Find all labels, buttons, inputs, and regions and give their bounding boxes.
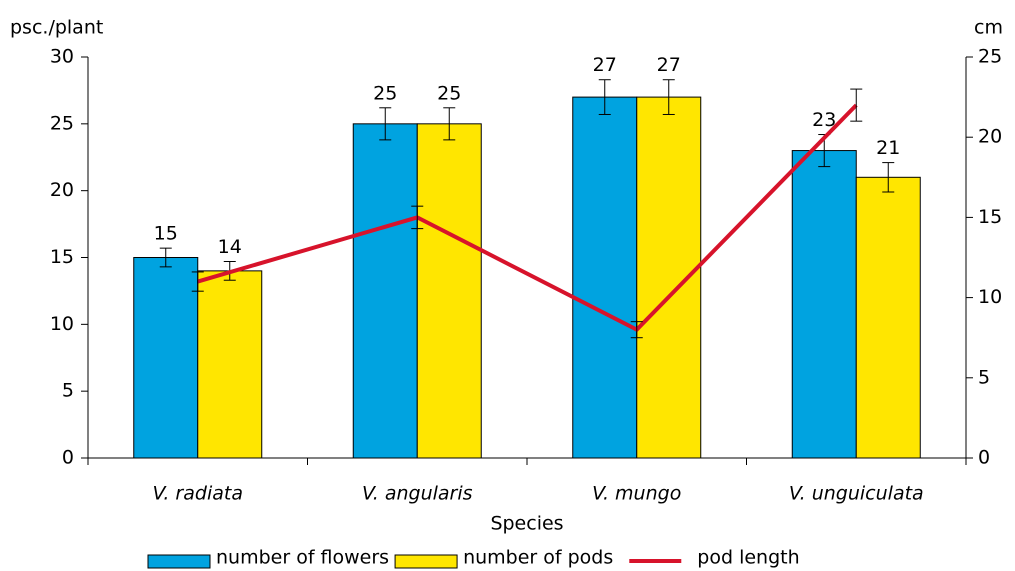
y2-tick-label: 25 <box>978 46 1002 68</box>
bar <box>352 123 418 459</box>
y-tick-label: 25 <box>50 112 74 134</box>
x-tick-label: V. unguiculata <box>789 483 924 505</box>
legend-swatch <box>394 554 458 569</box>
data-label: 15 <box>154 223 178 245</box>
data-label: 23 <box>812 109 836 131</box>
data-label: 25 <box>437 82 461 104</box>
x-tick-label: V. angularis <box>362 483 473 505</box>
line <box>197 103 858 333</box>
data-label: 21 <box>876 137 900 159</box>
y2-tick-label: 10 <box>978 286 1002 308</box>
data-label: 27 <box>657 54 681 76</box>
bar <box>636 96 702 459</box>
y-tick-label: 10 <box>50 313 74 335</box>
legend-label: number of flowers <box>216 547 389 569</box>
bar <box>197 270 263 459</box>
bar <box>133 257 199 459</box>
y-tick-label: 0 <box>62 447 74 469</box>
y2-tick-label: 0 <box>978 447 990 469</box>
y2-axis-label: cm <box>974 17 1003 39</box>
bar <box>791 150 857 459</box>
y2-tick-label: 15 <box>978 206 1002 228</box>
x-tick-label: V. mungo <box>592 483 681 505</box>
y-tick-label: 20 <box>50 179 74 201</box>
data-label: 25 <box>373 82 397 104</box>
x-axis-label: Species <box>490 513 563 535</box>
legend-label: number of pods <box>463 547 613 569</box>
y2-tick-label: 20 <box>978 126 1002 148</box>
y-tick-label: 15 <box>50 246 74 268</box>
y-tick-label: 30 <box>50 46 74 68</box>
y2-tick-label: 5 <box>978 366 990 388</box>
x-tick-label: V. radiata <box>153 483 243 505</box>
bar <box>416 123 482 459</box>
legend-label: pod length <box>697 547 799 569</box>
legend-swatch <box>147 554 211 569</box>
data-label: 14 <box>218 236 242 258</box>
bar <box>855 176 921 459</box>
bar <box>572 96 638 459</box>
data-label: 27 <box>593 54 617 76</box>
y-tick-label: 5 <box>62 380 74 402</box>
y-axis-label: psc./plant <box>10 17 103 39</box>
